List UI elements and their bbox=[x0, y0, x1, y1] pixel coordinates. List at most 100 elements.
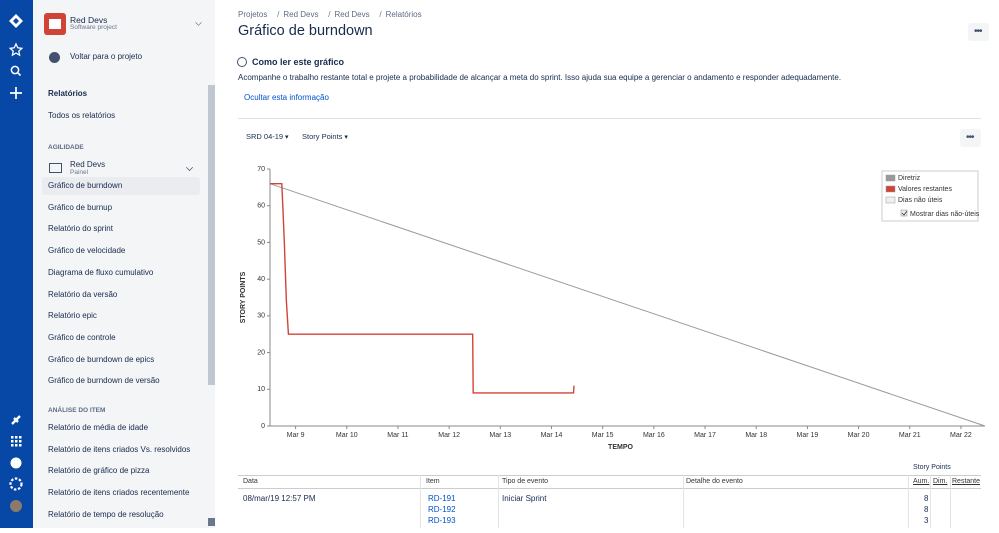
x-tick-label: Mar 9 bbox=[287, 432, 305, 439]
series-line bbox=[270, 182, 575, 394]
breadcrumb[interactable]: Projetos bbox=[238, 11, 280, 20]
group-title: AGILIDADE bbox=[48, 144, 84, 151]
hide-info-link[interactable]: Ocultar esta informação bbox=[244, 93, 329, 102]
filter-dropdown[interactable]: Story Points bbox=[302, 133, 348, 141]
board-name[interactable]: Red Devs bbox=[70, 160, 106, 169]
breadcrumb[interactable]: Red Devs bbox=[283, 11, 330, 20]
column-header: Data bbox=[243, 478, 258, 485]
y-tick-label: 0 bbox=[261, 423, 265, 430]
group-title: ANÁLISE DO ITEM bbox=[48, 407, 106, 414]
more-dots: ••• bbox=[974, 26, 982, 37]
column-border bbox=[950, 475, 951, 528]
cell-item[interactable]: RD-193 bbox=[428, 516, 456, 525]
x-tick-label: Mar 12 bbox=[438, 432, 460, 439]
column-header: Restante bbox=[952, 478, 981, 485]
table-header-border bbox=[238, 488, 981, 489]
board-icon bbox=[49, 163, 62, 173]
report-link[interactable]: Relatório de itens criados recentemente bbox=[48, 488, 190, 498]
column-border bbox=[908, 475, 909, 528]
back-link[interactable]: Voltar para o projeto bbox=[70, 52, 143, 61]
report-link[interactable]: Gráfico de burnup bbox=[48, 202, 113, 212]
report-link[interactable]: Diagrama de fluxo cumulativo bbox=[48, 267, 154, 277]
all-reports[interactable]: Todos os relatórios bbox=[48, 111, 116, 120]
report-link[interactable]: Relatório de itens criados Vs. resolvido… bbox=[48, 444, 191, 454]
report-link[interactable]: Gráfico de velocidade bbox=[48, 246, 126, 256]
cell-increase: 8 bbox=[924, 505, 929, 514]
y-tick-label: 50 bbox=[257, 239, 265, 246]
legend-swatch bbox=[885, 185, 896, 193]
y-axis-label: STORY POINTS bbox=[240, 271, 247, 323]
board-menu[interactable] bbox=[186, 164, 193, 171]
project-name[interactable]: Red Devs bbox=[70, 15, 108, 25]
project-menu[interactable] bbox=[195, 19, 202, 26]
group-header: Story Points bbox=[913, 464, 951, 471]
more-button[interactable] bbox=[968, 23, 989, 41]
column-border bbox=[498, 475, 499, 528]
x-axis-label: TEMPO bbox=[608, 444, 633, 451]
board-type: Painel bbox=[70, 169, 89, 176]
scroll-thumb bbox=[208, 518, 215, 526]
global-nav bbox=[0, 0, 33, 528]
divider bbox=[238, 118, 981, 119]
report-link[interactable]: Gráfico de burndown de versão bbox=[48, 376, 160, 386]
breadcrumb[interactable]: Relatórios bbox=[385, 10, 422, 19]
report-link[interactable]: Gráfico de burndown bbox=[48, 181, 123, 190]
legend-toggle-label: Mostrar dias não-úteis bbox=[910, 211, 980, 218]
report-link[interactable]: Relatório de média de idade bbox=[48, 423, 149, 432]
report-link[interactable]: Relatório do sprint bbox=[48, 224, 113, 234]
nav-icons bbox=[8, 14, 24, 512]
info-text: Acompanhe o trabalho restante total e pr… bbox=[238, 73, 842, 82]
legend-checkbox[interactable] bbox=[900, 209, 908, 217]
report-link[interactable]: Relatório de gráfico de pizza bbox=[48, 466, 150, 476]
x-tick-label: Mar 18 bbox=[745, 432, 767, 439]
project-type: Software project bbox=[70, 24, 117, 31]
page-title: Gráfico de burndown bbox=[238, 23, 373, 39]
breadcrumb[interactable]: Red Devs bbox=[334, 11, 381, 20]
report-link[interactable]: Relatório da versão bbox=[48, 289, 118, 299]
column-header: Aum. bbox=[913, 478, 930, 485]
column-border bbox=[683, 475, 684, 528]
y-tick-label: 70 bbox=[257, 166, 265, 173]
y-tick-label: 60 bbox=[257, 203, 265, 210]
active-highlight bbox=[42, 177, 200, 195]
cell-date: 08/mar/19 12:57 PM bbox=[243, 494, 316, 503]
cell-event: Iniciar Sprint bbox=[502, 494, 547, 503]
y-tick-label: 20 bbox=[257, 349, 265, 356]
info-title: Como ler este gráfico bbox=[252, 57, 345, 67]
chart-more-button[interactable] bbox=[960, 129, 981, 147]
legend-label: Diretriz bbox=[898, 175, 921, 182]
filter-dropdown[interactable]: SRD 04-19 bbox=[246, 133, 289, 141]
column-header: Tipo de evento bbox=[502, 478, 549, 485]
x-tick-label: Mar 21 bbox=[899, 432, 921, 439]
column-header: Item bbox=[426, 478, 440, 485]
report-link[interactable]: Gráfico de controle bbox=[48, 332, 116, 342]
series-line bbox=[269, 183, 986, 427]
y-tick-label: 10 bbox=[257, 386, 265, 393]
column-header: Dim. bbox=[933, 478, 948, 485]
cell-item[interactable]: RD-192 bbox=[428, 505, 456, 514]
x-tick-label: Mar 19 bbox=[797, 432, 819, 439]
x-tick-label: Mar 10 bbox=[336, 432, 358, 439]
report-link[interactable]: Relatório epic bbox=[48, 311, 97, 321]
section-title: Relatórios bbox=[48, 89, 88, 98]
x-tick-label: Mar 22 bbox=[950, 432, 972, 439]
x-tick-label: Mar 14 bbox=[541, 432, 563, 439]
legend-label: Valores restantes bbox=[898, 186, 952, 193]
x-tick-label: Mar 15 bbox=[592, 432, 614, 439]
legend-label: Dias não úteis bbox=[898, 197, 943, 204]
cell-increase: 8 bbox=[924, 494, 929, 503]
cell-item[interactable]: RD-191 bbox=[428, 494, 456, 503]
column-border bbox=[930, 475, 931, 528]
chart-more-dots: ••• bbox=[966, 132, 974, 143]
info-icon bbox=[237, 57, 247, 67]
report-link[interactable]: Gráfico de burndown de epics bbox=[48, 354, 155, 364]
x-tick-label: Mar 16 bbox=[643, 432, 665, 439]
report-link[interactable]: Relatório de tempo de resolução bbox=[48, 509, 164, 519]
x-tick-label: Mar 20 bbox=[848, 432, 870, 439]
legend-swatch bbox=[885, 196, 896, 204]
table-top-border bbox=[238, 475, 981, 476]
project-avatar-inner bbox=[49, 19, 61, 29]
back-icon[interactable] bbox=[49, 52, 60, 63]
checkbox-check bbox=[901, 210, 908, 216]
